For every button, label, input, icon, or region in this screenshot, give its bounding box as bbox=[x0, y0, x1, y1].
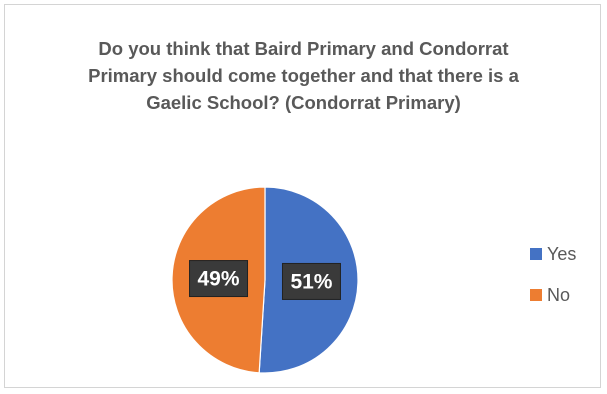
legend-label-no: No bbox=[547, 284, 571, 305]
legend-item-yes: Yes bbox=[530, 243, 590, 265]
data-label-box-no bbox=[189, 260, 249, 298]
data-labels: 51% 49% bbox=[189, 260, 341, 300]
chart-area: Do you think that Baird Primary and Cond… bbox=[4, 4, 601, 388]
legend-label-yes: Yes bbox=[547, 243, 577, 264]
legend-swatch-no bbox=[530, 289, 542, 301]
data-label-text-yes: 51% bbox=[290, 270, 332, 293]
data-label-yes: 51% bbox=[281, 262, 341, 300]
data-label-text-no: 49% bbox=[198, 268, 240, 291]
chart-title: Do you think that Baird Primary and Cond… bbox=[88, 38, 519, 113]
legend: Yes No bbox=[530, 243, 590, 325]
legend-swatch-yes bbox=[530, 248, 542, 260]
legend-item-no: No bbox=[530, 284, 590, 306]
data-label-box-yes bbox=[281, 262, 341, 300]
pie-chart: 51% 49% bbox=[171, 186, 359, 374]
data-label-no: 49% bbox=[189, 260, 249, 298]
